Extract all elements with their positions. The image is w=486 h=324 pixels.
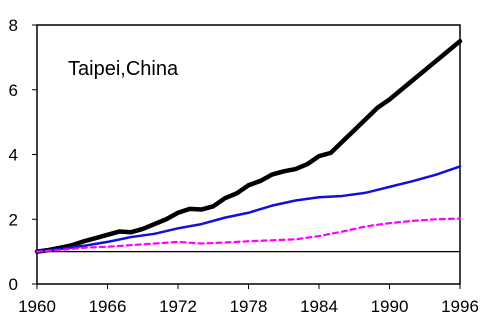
x-axis-ticks: 1960 1966 1972 1978 1984 1990 1996 bbox=[18, 284, 479, 316]
x-tick-label: 1966 bbox=[89, 297, 127, 316]
y-tick-label: 0 bbox=[9, 275, 18, 294]
series-line-1 bbox=[34, 38, 463, 254]
y-axis-ticks: 0 2 4 6 8 bbox=[9, 16, 37, 294]
x-tick-label: 1972 bbox=[159, 297, 197, 316]
y-tick-label: 6 bbox=[9, 81, 18, 100]
x-tick-label: 1960 bbox=[18, 297, 56, 316]
x-tick-label: 1990 bbox=[371, 297, 409, 316]
panel-annotation: Taipei,China bbox=[68, 58, 179, 80]
x-tick-label: 1996 bbox=[441, 297, 479, 316]
x-tick-label: 1978 bbox=[230, 297, 268, 316]
series-lines bbox=[34, 38, 463, 254]
y-tick-label: 8 bbox=[9, 16, 18, 35]
series-line-3 bbox=[35, 217, 462, 253]
series-line-2 bbox=[35, 165, 462, 253]
y-tick-label: 2 bbox=[9, 210, 18, 229]
y-tick-label: 4 bbox=[9, 146, 18, 165]
x-tick-label: 1984 bbox=[300, 297, 338, 316]
